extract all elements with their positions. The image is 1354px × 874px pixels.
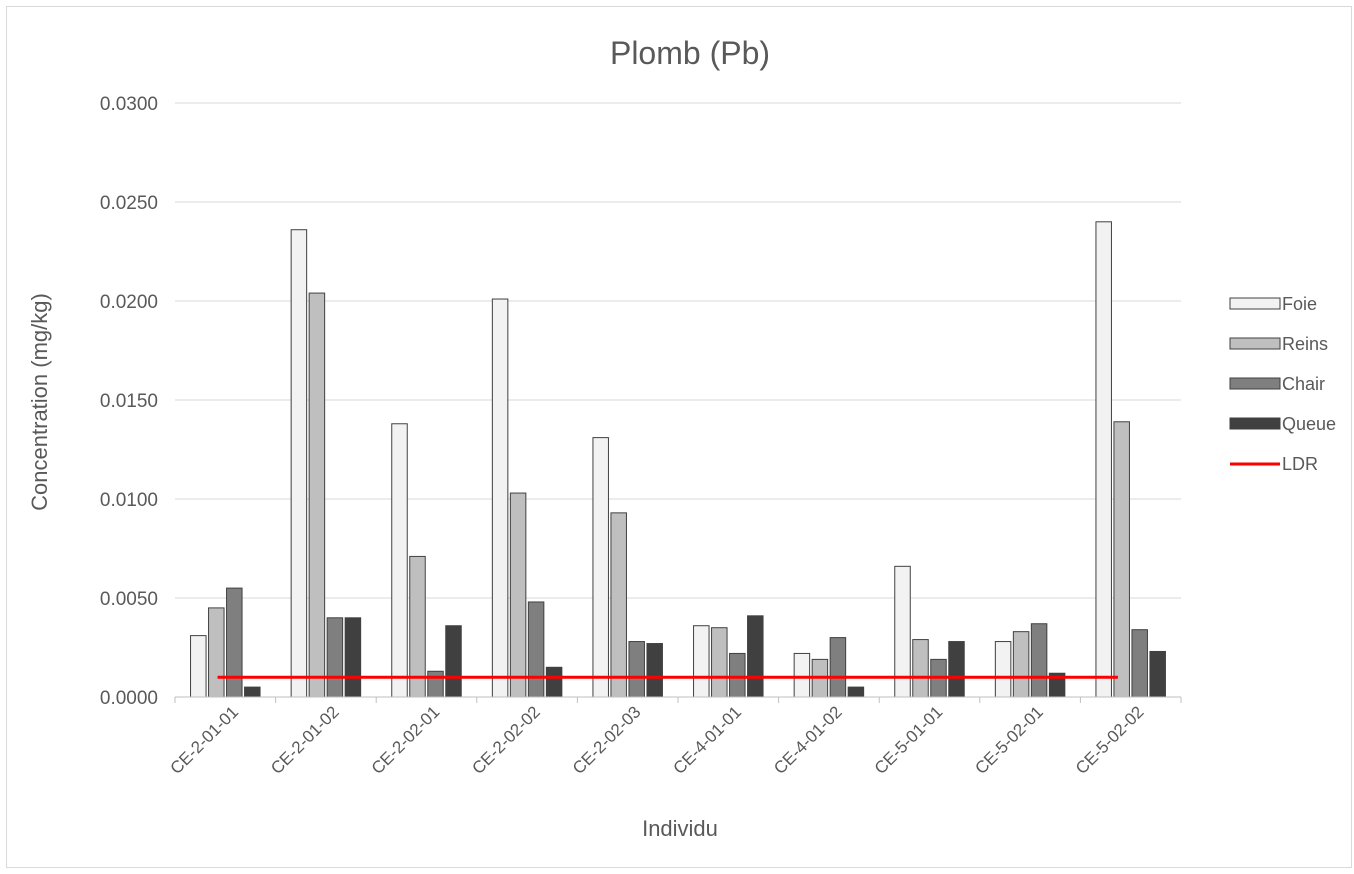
bar-foie xyxy=(994,641,1012,698)
bar-reins xyxy=(711,627,728,698)
bar-foie xyxy=(592,437,609,698)
legend-label-ldr: LDR xyxy=(1282,454,1318,474)
legend-label-chair: Chair xyxy=(1282,374,1325,394)
y-tick-label: 0.0250 xyxy=(100,193,158,214)
bar-foie xyxy=(290,229,308,698)
bar-reins xyxy=(1113,421,1130,698)
x-tick-label: CE-5-02-02 xyxy=(1072,702,1148,778)
bar-chair xyxy=(427,670,444,698)
x-tick-label: CE-2-02-03 xyxy=(569,702,645,778)
bar-reins xyxy=(208,607,225,698)
x-axis xyxy=(174,696,1182,703)
y-tick-label: 0.0200 xyxy=(100,292,158,313)
bar-chair xyxy=(1030,623,1048,698)
bar-foie xyxy=(491,298,509,698)
legend-swatch-chair xyxy=(1229,377,1281,390)
chart-frame: Plomb (Pb) 0.0000 0.0050 0.0100 0.0150 0.020… xyxy=(6,6,1352,868)
bar-chair xyxy=(326,617,344,698)
gridlines xyxy=(175,102,1181,599)
bar-queue xyxy=(1149,650,1166,698)
bar-queue xyxy=(344,617,362,698)
y-axis-ticks: 0.0000 0.0050 0.0100 0.0150 0.0200 0.0250 0.03… xyxy=(100,94,158,709)
y-tick-label: 0.0000 xyxy=(100,688,158,709)
bar-chair xyxy=(628,641,645,698)
x-tick-label: CE-4-01-02 xyxy=(770,702,846,778)
bar-queue xyxy=(545,666,563,698)
bar-foie xyxy=(391,423,408,698)
y-axis-label: Concentration (mg/kg) xyxy=(27,293,52,511)
x-tick-label: CE-4-01-01 xyxy=(670,702,746,778)
bar-queue xyxy=(646,643,663,698)
bar-foie xyxy=(190,635,207,698)
y-tick-label: 0.0300 xyxy=(100,94,158,115)
x-tick-label: CE-2-02-02 xyxy=(468,702,544,778)
legend-swatch-reins xyxy=(1229,337,1281,350)
y-tick-label: 0.0050 xyxy=(100,589,158,610)
y-tick-label: 0.0100 xyxy=(100,490,158,511)
bar-chair xyxy=(226,587,243,698)
bar-reins xyxy=(610,512,627,698)
bar-foie xyxy=(1095,221,1112,698)
bar-reins xyxy=(509,492,527,698)
y-tick-label: 0.0150 xyxy=(100,391,158,412)
x-tick-label: CE-2-01-02 xyxy=(267,702,343,778)
bar-chair xyxy=(527,601,545,698)
legend-swatch-queue xyxy=(1229,417,1281,430)
x-axis-label: Individu xyxy=(642,816,718,841)
legend: Foie Reins Chair Queue LDR xyxy=(1229,294,1336,474)
bar-queue xyxy=(847,686,865,698)
bar-chair xyxy=(729,652,746,698)
bar-reins xyxy=(912,639,929,698)
bars xyxy=(190,221,1166,698)
bar-foie xyxy=(693,625,710,698)
chart-title: Plomb (Pb) xyxy=(610,35,770,71)
bar-queue xyxy=(445,625,462,698)
legend-label-foie: Foie xyxy=(1282,294,1317,314)
x-tick-label: CE-2-02-01 xyxy=(368,702,444,778)
legend-swatch-foie xyxy=(1229,297,1281,310)
x-tick-label: CE-2-01-01 xyxy=(167,702,243,778)
bar-foie xyxy=(793,652,811,698)
bar-queue xyxy=(948,641,965,698)
bar-reins xyxy=(1012,631,1030,698)
legend-label-reins: Reins xyxy=(1282,334,1328,354)
x-tick-label: CE-5-02-01 xyxy=(971,702,1047,778)
x-axis-ticks: CE-2-01-01 CE-2-01-02 CE-2-02-01 CE-2-02-02… xyxy=(167,702,1148,778)
bar-chair xyxy=(1131,629,1148,698)
bar-chart: Plomb (Pb) 0.0000 0.0050 0.0100 0.0150 0.020… xyxy=(27,35,1336,841)
legend-label-queue: Queue xyxy=(1282,414,1336,434)
bar-reins xyxy=(308,292,326,698)
bar-chair xyxy=(829,637,847,698)
bar-queue xyxy=(747,615,764,698)
x-tick-label: CE-5-01-01 xyxy=(871,702,947,778)
bar-queue xyxy=(244,686,261,698)
